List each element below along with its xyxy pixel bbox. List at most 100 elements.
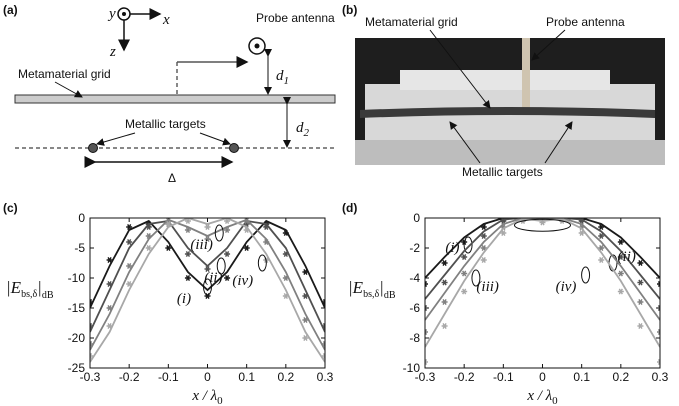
pointer (199, 132, 231, 146)
measured-point (204, 236, 211, 242)
panel-label: (a) (3, 3, 18, 17)
label: Δ (168, 171, 176, 185)
plot: (i) (ii) (iii) (iv) (425, 218, 660, 365)
series-line (90, 220, 325, 333)
y-tick-label: -15 (68, 301, 86, 315)
measured-point (224, 227, 231, 233)
measured-point (90, 323, 93, 329)
label-sub: dB (42, 290, 54, 301)
series-line (90, 219, 325, 309)
series-label: (i) (177, 291, 191, 307)
measured-point (539, 219, 546, 226)
grid-bar (14, 94, 336, 104)
plot-frame (89, 217, 326, 369)
label: Metallic targets (462, 165, 543, 179)
measured-point (106, 323, 113, 329)
measured-point (263, 239, 270, 245)
photo-base (355, 140, 665, 165)
label: Metallic targets (125, 117, 206, 131)
measured-point (617, 239, 624, 245)
y-tick-label: -5 (74, 241, 85, 255)
pointer (449, 121, 481, 164)
label-part: d (296, 120, 304, 136)
pointer (96, 132, 136, 146)
measured-point (282, 293, 289, 299)
series-line (425, 218, 660, 321)
measured-point (598, 233, 605, 239)
plot-frame (424, 217, 661, 369)
measured-point (184, 227, 191, 233)
measured-point (263, 224, 270, 230)
annotation-ellipse (514, 218, 571, 232)
measured-point (184, 275, 191, 281)
annotation-ellipse (257, 254, 267, 272)
annotation-ellipse (581, 266, 591, 284)
measured-point (480, 233, 487, 239)
label-part: d (276, 68, 284, 84)
x-tick-label: 0 (539, 370, 546, 384)
probe-dot (254, 43, 260, 49)
series-line (425, 218, 660, 348)
measured-point (282, 230, 289, 236)
measured-point (480, 245, 487, 251)
y-tick-label: -8 (409, 331, 420, 345)
measured-point (90, 353, 93, 359)
label: Metamaterial grid (365, 15, 458, 29)
measured-point (224, 275, 231, 281)
measured-point (461, 288, 468, 295)
series-label: (ii) (204, 270, 222, 286)
photo-foam (400, 70, 610, 90)
measured-point (657, 281, 660, 287)
panel-b: (b) Metamaterial grid Probe antenna Meta… (342, 3, 665, 179)
label-sub: 0 (217, 395, 223, 406)
pointer (54, 81, 83, 98)
measured-point (145, 233, 152, 239)
measured-point (243, 218, 250, 224)
x-tick-label: -0.1 (158, 370, 179, 384)
measured-point (184, 251, 191, 257)
measured-point (637, 323, 644, 329)
label: Probe antenna (256, 11, 335, 25)
measured-point (500, 230, 507, 236)
measured-point (224, 218, 231, 224)
label-sub: bs,δ (21, 289, 37, 300)
x-tick-label: 0.3 (317, 370, 334, 384)
series-line (425, 218, 660, 300)
pointer (429, 29, 491, 109)
label-sub: 2 (304, 127, 310, 139)
pointer (531, 29, 566, 61)
axis-label: x (162, 12, 170, 28)
series-label: (iv) (232, 273, 253, 289)
measured-point (480, 224, 487, 230)
measured-point (617, 254, 624, 260)
pointer (544, 121, 573, 164)
x-tick-label: -0.1 (493, 370, 514, 384)
y-axis-label: |Ebs,δ|dB (6, 278, 54, 301)
measured-point (126, 263, 133, 269)
series-line (90, 218, 325, 363)
series-line (90, 218, 325, 351)
measured-point (480, 257, 487, 263)
measured-point (461, 270, 468, 277)
measured-point (243, 245, 250, 251)
panel-label: (d) (342, 201, 357, 215)
series-label: (iii) (190, 237, 213, 253)
measured-point (441, 279, 448, 286)
x-tick-label: 0.3 (652, 370, 669, 384)
y-tick-label: 0 (78, 211, 85, 225)
series-label: (i) (445, 240, 459, 256)
measured-point (126, 239, 133, 245)
measured-point (617, 288, 624, 295)
measured-point (598, 245, 605, 251)
panel-label: (b) (342, 3, 357, 17)
measured-point (106, 305, 113, 311)
measured-point (657, 359, 660, 365)
measured-point (578, 230, 585, 236)
axis-dot (122, 12, 126, 16)
y-tick-label: -4 (409, 271, 420, 285)
measured-point (598, 224, 605, 230)
y-tick-label: -2 (409, 241, 420, 255)
label-part: | (37, 278, 42, 297)
label: d1 (276, 68, 289, 87)
measured-point (461, 254, 468, 260)
